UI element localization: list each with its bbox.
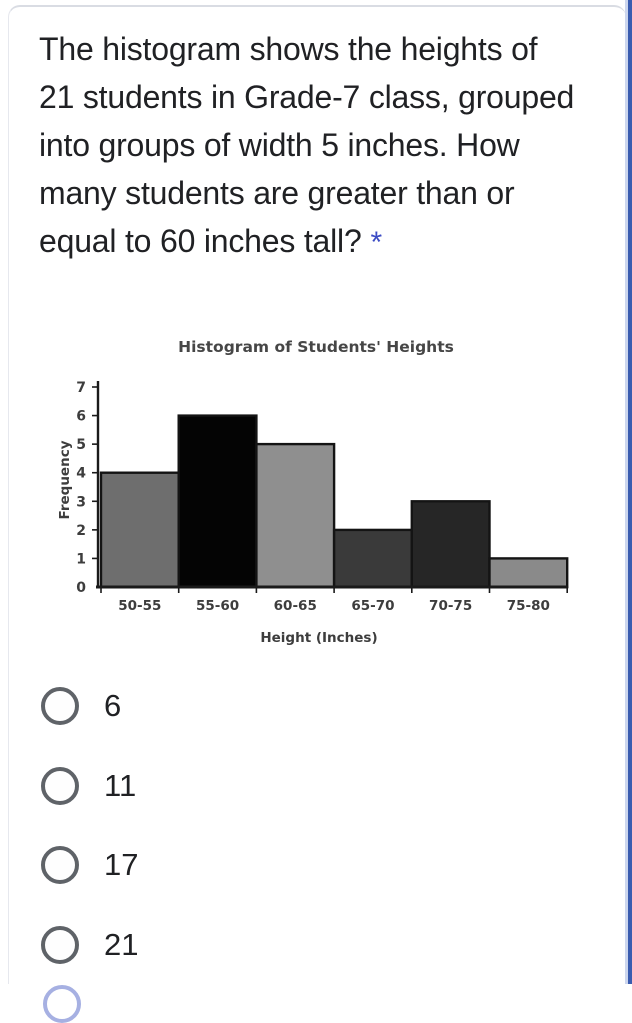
x-axis-label: Height (Inches)	[260, 630, 377, 646]
bar-65-70	[332, 528, 414, 589]
question-card: The histogram shows the heights of 21 st…	[8, 5, 626, 1023]
radio-option-17[interactable]: 17	[41, 846, 138, 884]
page-edge-light-strip	[625, 0, 628, 984]
y-tick-label: 7	[76, 380, 86, 396]
y-tick-label: 0	[76, 580, 86, 596]
question-line: many students are greater than or	[39, 175, 515, 211]
bar-70-75	[410, 500, 491, 589]
histogram-chart: 0 1 2 3 4 5 6 7 50-55 55-60 60-65 65-70 70-75 75-80 Hi…	[57, 338, 569, 646]
question-line-text: equal to 60 inches tall?	[39, 223, 362, 259]
x-tick-label: 50-55	[118, 598, 161, 614]
y-tick-label: 4	[76, 466, 86, 482]
radio-button-icon[interactable]	[41, 687, 79, 725]
x-tick-label: 55-60	[196, 598, 239, 614]
question-text: The histogram shows the heights of 21 st…	[39, 25, 619, 265]
radio-button-icon[interactable]	[41, 926, 79, 964]
radio-option-6[interactable]: 6	[41, 687, 121, 725]
y-tick-label: 1	[76, 551, 86, 567]
option-label[interactable]: 11	[104, 768, 137, 803]
x-tick-label: 75-80	[507, 598, 550, 614]
y-tick-label: 2	[76, 523, 86, 539]
bar-60-65	[255, 442, 336, 589]
bar-75-80	[488, 557, 569, 589]
x-tick-label: 70-75	[429, 598, 472, 614]
radio-button-icon[interactable]	[41, 767, 79, 805]
question-line: equal to 60 inches tall? *	[39, 217, 619, 265]
y-tick-label: 5	[76, 437, 86, 453]
chart-title: Histogram of Students' Heights	[178, 338, 454, 356]
x-tick-label: 65-70	[351, 598, 394, 614]
option-label[interactable]: 21	[104, 927, 139, 962]
required-asterisk: *	[370, 226, 383, 259]
y-axis-label: Frequency	[57, 440, 73, 519]
option-label[interactable]: 6	[104, 688, 122, 723]
bar-50-55	[99, 471, 180, 589]
option-label[interactable]: 17	[104, 847, 139, 882]
radio-option-11[interactable]: 11	[41, 767, 136, 805]
question-line: into groups of width 5 inches. How	[39, 127, 520, 163]
bar-55-60	[177, 414, 258, 589]
page-edge-dark-strip	[628, 0, 632, 984]
x-tick-label: 60-65	[274, 598, 317, 614]
y-tick-label: 6	[76, 409, 86, 425]
radio-button-icon[interactable]	[41, 846, 79, 884]
question-line: 21 students in Grade-7 class, grouped	[39, 79, 575, 115]
histogram-image: 0 1 2 3 4 5 6 7 50-55 55-60 60-65 65-70 70-75 75-80 Hi…	[9, 302, 632, 667]
question-line: The histogram shows the heights of	[39, 31, 538, 67]
y-tick-label: 3	[76, 494, 86, 510]
radio-option-21[interactable]: 21	[41, 926, 138, 964]
radio-button-partial-icon[interactable]	[43, 985, 81, 1023]
